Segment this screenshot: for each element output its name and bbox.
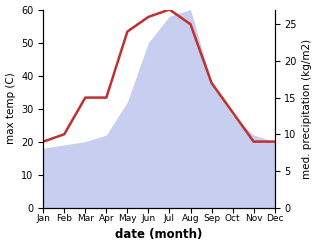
Y-axis label: max temp (C): max temp (C)	[5, 73, 16, 144]
Y-axis label: med. precipitation (kg/m2): med. precipitation (kg/m2)	[302, 39, 313, 179]
X-axis label: date (month): date (month)	[115, 228, 203, 242]
